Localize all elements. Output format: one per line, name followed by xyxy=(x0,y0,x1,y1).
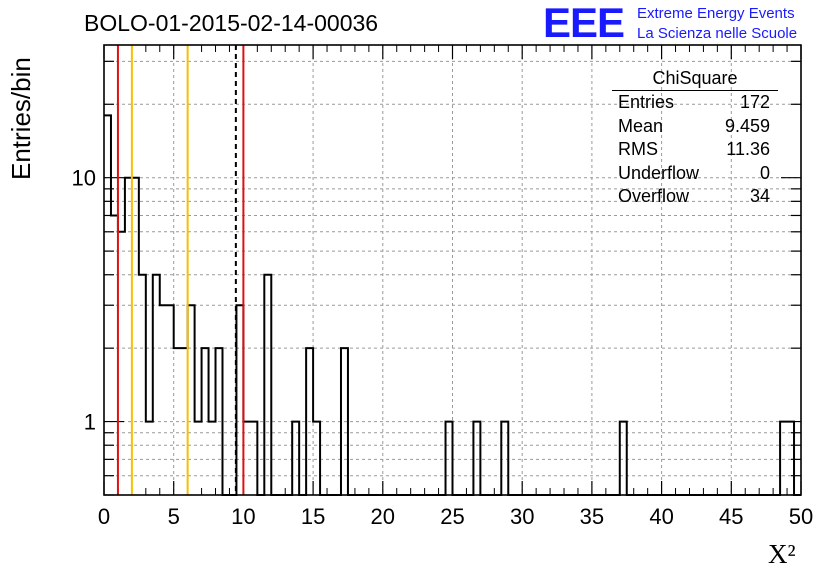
stats-value: 9.459 xyxy=(724,115,770,136)
stats-label: RMS xyxy=(618,139,658,159)
x-axis-label: X² xyxy=(768,539,796,569)
x-tick-label: 0 xyxy=(98,504,110,529)
eee-logo-mark: EEE xyxy=(543,0,625,46)
logo-line-2: La Scienza nelle Scuole xyxy=(637,25,798,42)
stats-row-overflow: Overflow 34 xyxy=(612,185,778,209)
x-tick-label: 45 xyxy=(719,504,743,529)
x-tick-label: 30 xyxy=(510,504,534,529)
stats-label: Overflow xyxy=(618,186,690,206)
stats-value: 11.36 xyxy=(726,139,770,159)
logo-line-1: Extreme Energy Events xyxy=(637,5,795,22)
stats-value: 34 xyxy=(749,186,770,206)
y-tick-label: 1 xyxy=(84,410,96,435)
x-tick-label: 10 xyxy=(231,504,255,529)
x-tick-label: 15 xyxy=(301,504,325,529)
stats-value: 172 xyxy=(739,92,770,112)
x-tick-label: 25 xyxy=(440,504,464,529)
tick-labels: 0 5 10 15 20 25 30 35 40 45 50 1 10 xyxy=(72,166,814,529)
y-tick-label: 10 xyxy=(72,166,96,191)
stats-value: 0 xyxy=(759,162,770,183)
chart-title: BOLO-01-2015-02-14-00036 xyxy=(84,10,379,36)
stats-row-mean: Mean 9.459 xyxy=(612,115,778,139)
stats-box: ChiSquare Entries 172 Mean 9.459 RMS 11.… xyxy=(612,66,778,209)
stats-title: ChiSquare xyxy=(612,66,778,91)
marker-lines xyxy=(116,45,245,495)
x-tick-label: 20 xyxy=(371,504,395,529)
x-tick-label: 50 xyxy=(789,504,813,529)
stats-row-entries: Entries 172 xyxy=(612,91,778,115)
stats-row-rms: RMS 11.36 xyxy=(612,138,778,162)
x-tick-label: 5 xyxy=(168,504,180,529)
stats-label: Underflow xyxy=(618,162,700,183)
x-tick-label: 40 xyxy=(649,504,673,529)
plot-frame xyxy=(103,44,802,496)
x-tick-label: 35 xyxy=(580,504,604,529)
eee-logo: EEE Extreme Energy Events La Scienza nel… xyxy=(543,0,833,46)
stats-row-underflow: Underflow 0 xyxy=(612,162,778,186)
y-axis-label: Entries/bin xyxy=(6,57,36,180)
stats-label: Entries xyxy=(618,92,675,112)
stats-label: Mean xyxy=(618,115,664,136)
